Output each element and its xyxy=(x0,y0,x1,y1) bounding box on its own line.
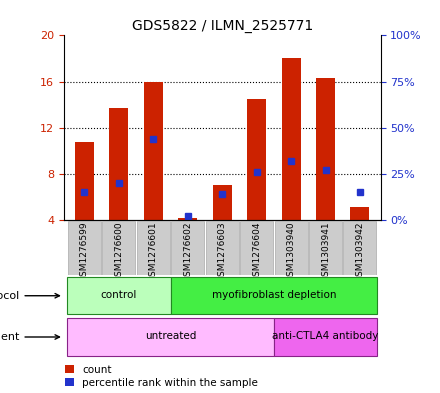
Text: untreated: untreated xyxy=(145,331,196,341)
Bar xyxy=(351,208,370,220)
Bar xyxy=(75,141,94,220)
Bar xyxy=(144,82,163,220)
Bar xyxy=(247,99,266,220)
Bar xyxy=(67,318,274,356)
Text: GSM1303940: GSM1303940 xyxy=(286,222,296,282)
Bar xyxy=(178,218,197,220)
Text: GSM1276599: GSM1276599 xyxy=(80,222,89,282)
Bar xyxy=(137,220,170,275)
Title: GDS5822 / ILMN_2525771: GDS5822 / ILMN_2525771 xyxy=(132,19,313,33)
Text: anti-CTLA4 antibody: anti-CTLA4 antibody xyxy=(272,331,379,341)
Text: GSM1276601: GSM1276601 xyxy=(149,222,158,282)
Bar xyxy=(343,220,377,275)
Bar xyxy=(205,220,239,275)
Text: control: control xyxy=(101,290,137,300)
Text: GSM1276602: GSM1276602 xyxy=(183,222,192,282)
Bar xyxy=(171,277,377,314)
Bar xyxy=(240,220,273,275)
Text: agent: agent xyxy=(0,332,59,342)
Bar xyxy=(110,108,128,220)
Bar xyxy=(68,220,101,275)
Bar xyxy=(67,277,171,314)
Bar xyxy=(103,220,136,275)
Text: protocol: protocol xyxy=(0,291,59,301)
Bar xyxy=(274,318,377,356)
Bar xyxy=(316,78,335,220)
Bar xyxy=(171,220,204,275)
Bar xyxy=(309,220,342,275)
Legend: count, percentile rank within the sample: count, percentile rank within the sample xyxy=(65,365,258,388)
Text: GSM1276603: GSM1276603 xyxy=(218,222,227,282)
Text: GSM1276600: GSM1276600 xyxy=(114,222,123,282)
Text: GSM1303942: GSM1303942 xyxy=(356,222,364,282)
Text: GSM1303941: GSM1303941 xyxy=(321,222,330,282)
Bar xyxy=(213,185,232,220)
Text: myofibroblast depletion: myofibroblast depletion xyxy=(212,290,336,300)
Text: GSM1276604: GSM1276604 xyxy=(252,222,261,282)
Bar xyxy=(282,59,301,220)
Bar xyxy=(275,220,308,275)
